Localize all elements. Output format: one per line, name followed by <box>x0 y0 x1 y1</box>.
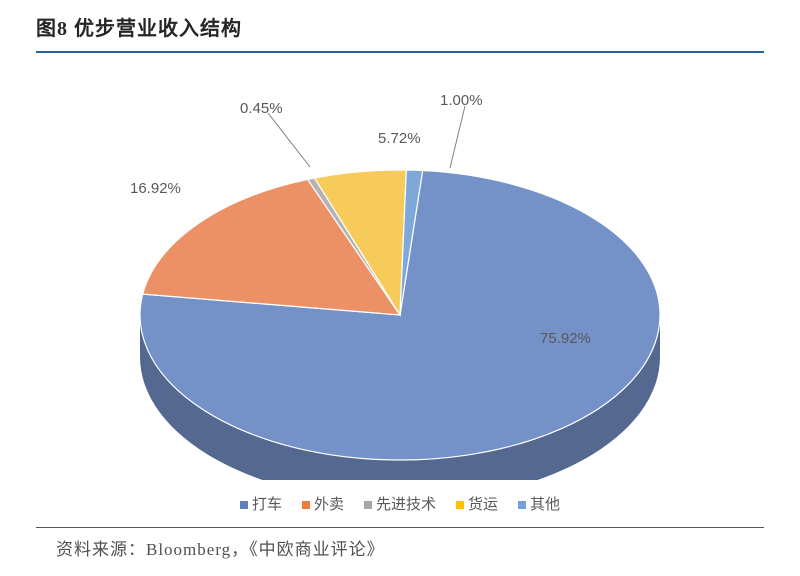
pie-chart <box>0 50 800 480</box>
legend: 打车 外卖 先进技术 货运 其他 <box>0 493 800 514</box>
legend-label: 其他 <box>530 496 560 513</box>
legend-item: 打车 <box>240 493 282 514</box>
legend-item: 外卖 <box>302 493 344 514</box>
legend-swatch <box>240 501 248 509</box>
legend-label: 打车 <box>252 496 282 513</box>
data-label: 1.00% <box>440 92 483 109</box>
legend-swatch <box>364 501 372 509</box>
chart-area: 75.92% 16.92% 0.45% 5.72% 1.00% <box>0 50 800 480</box>
data-label: 75.92% <box>540 330 591 347</box>
legend-label: 先进技术 <box>376 496 436 513</box>
source-text: 资料来源：Bloomberg，《中欧商业评论》 <box>56 535 385 560</box>
figure: 图8 优步营业收入结构 75.92%16.92%0.45%5.72%1.00% … <box>0 0 800 576</box>
figure-title: 图8 优步营业收入结构 <box>36 18 242 40</box>
legend-item: 其他 <box>518 493 560 514</box>
legend-item: 先进技术 <box>364 493 436 514</box>
bottom-rule <box>36 527 764 528</box>
legend-item: 货运 <box>456 493 498 514</box>
title-bar: 图8 优步营业收入结构 <box>36 12 764 53</box>
legend-swatch <box>456 501 464 509</box>
data-label: 5.72% <box>378 130 421 147</box>
legend-label: 货运 <box>468 496 498 513</box>
legend-swatch <box>518 501 526 509</box>
data-label: 0.45% <box>240 100 283 117</box>
legend-swatch <box>302 501 310 509</box>
data-label: 16.92% <box>130 180 181 197</box>
legend-label: 外卖 <box>314 496 344 513</box>
